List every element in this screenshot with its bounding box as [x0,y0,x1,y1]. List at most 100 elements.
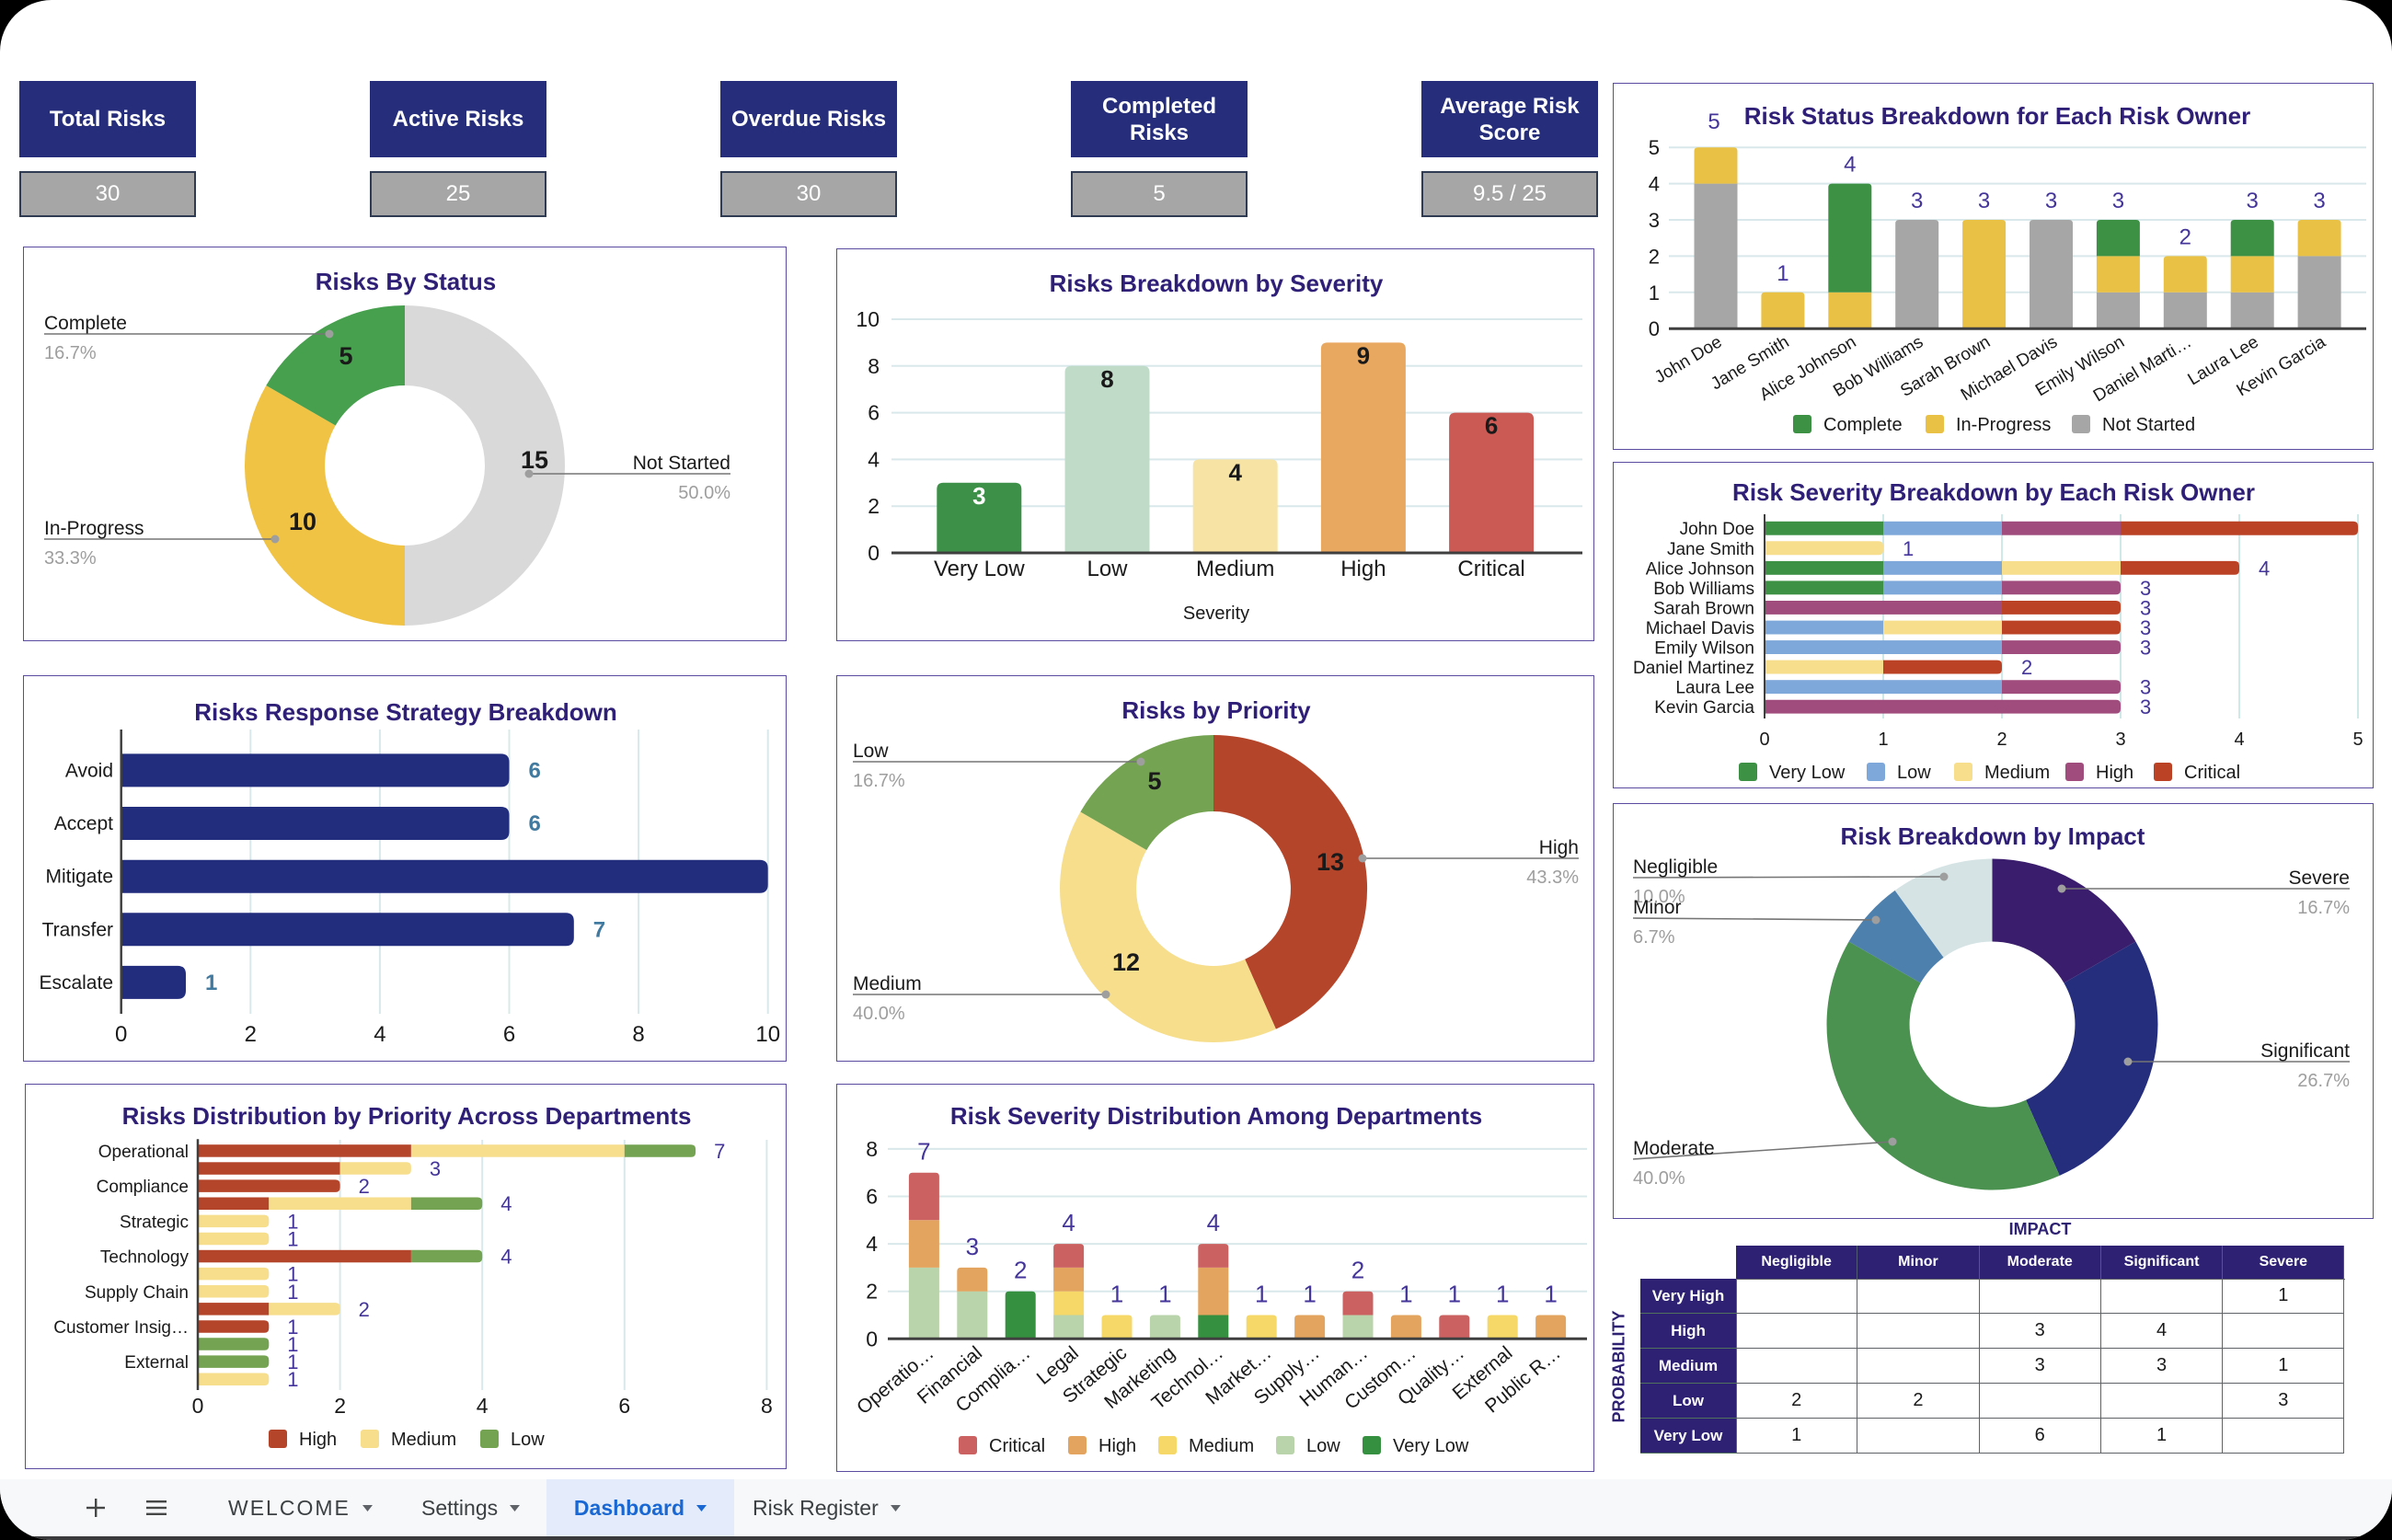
svg-text:Risk Breakdown by Impact: Risk Breakdown by Impact [1841,822,2145,850]
svg-text:Complete: Complete [44,313,127,334]
svg-text:1: 1 [1544,1281,1557,1308]
svg-text:High: High [1340,557,1386,581]
svg-text:3: 3 [966,1233,979,1260]
svg-text:6: 6 [529,758,541,783]
svg-text:12: 12 [1112,948,1140,976]
svg-text:External: External [124,1353,189,1373]
svg-text:3: 3 [2140,616,2151,639]
svg-text:Not Started: Not Started [2102,415,2195,435]
svg-text:8: 8 [1100,365,1113,393]
svg-text:Technology: Technology [100,1248,190,1268]
svg-text:Very Low: Very Low [934,557,1025,581]
svg-text:1: 1 [1777,261,1788,286]
svg-text:Very Low: Very Low [1769,763,1846,783]
svg-text:4: 4 [500,1246,512,1269]
svg-text:Transfer: Transfer [42,919,113,940]
svg-text:High: High [1539,837,1579,858]
svg-text:2: 2 [334,1394,346,1418]
svg-text:8: 8 [868,354,880,378]
svg-text:9: 9 [1357,341,1370,369]
svg-text:3: 3 [2247,189,2259,213]
svg-text:3: 3 [2045,189,2057,213]
svg-text:2: 2 [868,494,880,518]
svg-text:Very Low: Very Low [1393,1436,1469,1456]
svg-text:8: 8 [632,1022,644,1047]
svg-text:6: 6 [866,1185,878,1209]
svg-text:Risks by Priority: Risks by Priority [1121,696,1311,724]
svg-text:Daniel Martinez: Daniel Martinez [1633,659,1754,678]
svg-text:Complete: Complete [1823,415,1903,435]
svg-text:16.7%: 16.7% [44,343,97,363]
svg-text:1: 1 [1303,1281,1316,1308]
svg-text:Not Started: Not Started [633,453,730,474]
svg-text:Avoid: Avoid [65,760,113,781]
svg-text:Laura Lee: Laura Lee [1675,679,1754,698]
svg-text:2: 2 [2179,224,2191,249]
svg-text:0: 0 [866,1327,878,1350]
svg-text:10: 10 [856,307,880,331]
svg-text:7: 7 [593,917,605,942]
svg-text:Emily Wilson: Emily Wilson [1654,639,1754,659]
svg-text:40.0%: 40.0% [853,1004,905,1024]
svg-text:Critical: Critical [1457,557,1524,581]
svg-text:3: 3 [2140,577,2151,600]
svg-text:Supply Chain: Supply Chain [85,1283,189,1303]
svg-text:4: 4 [1207,1209,1220,1236]
svg-text:1: 1 [205,971,217,995]
svg-text:4: 4 [1228,458,1242,486]
svg-text:3: 3 [2140,676,2151,699]
svg-text:1: 1 [1158,1281,1171,1308]
svg-text:13: 13 [1317,848,1344,876]
svg-text:7: 7 [917,1138,930,1166]
svg-text:Low: Low [853,741,889,762]
svg-text:5: 5 [339,342,352,370]
svg-text:2: 2 [1996,730,2007,750]
svg-text:1: 1 [287,1350,298,1373]
svg-text:10: 10 [289,508,316,535]
svg-text:6: 6 [529,811,541,836]
svg-text:Compliance: Compliance [97,1178,189,1197]
svg-text:5: 5 [2352,730,2363,750]
svg-text:Risk Severity Distribution Amo: Risk Severity Distribution Among Departm… [950,1102,1482,1130]
svg-text:High: High [1098,1436,1136,1456]
svg-text:0: 0 [1759,730,1769,750]
svg-text:Kevin Garcia: Kevin Garcia [1654,698,1754,718]
svg-text:6: 6 [503,1022,515,1047]
svg-text:0: 0 [115,1022,127,1047]
svg-text:1: 1 [1878,730,1888,750]
svg-text:26.7%: 26.7% [2297,1071,2350,1091]
svg-text:Customer Insig…: Customer Insig… [53,1318,189,1338]
svg-text:33.3%: 33.3% [44,548,97,569]
svg-text:4: 4 [477,1394,489,1418]
svg-text:In-Progress: In-Progress [44,518,144,539]
svg-text:3: 3 [2115,730,2125,750]
svg-text:Risks By Status: Risks By Status [316,268,497,295]
svg-text:Risks Breakdown by Severity: Risks Breakdown by Severity [1050,270,1384,297]
svg-text:Low: Low [1897,763,1931,783]
svg-text:16.7%: 16.7% [2297,898,2350,918]
svg-text:4: 4 [2234,730,2244,750]
svg-text:40.0%: 40.0% [1633,1168,1685,1189]
svg-text:3: 3 [1649,209,1660,232]
svg-text:Michael Davis: Michael Davis [1646,619,1754,638]
svg-text:2: 2 [2021,656,2032,679]
svg-text:High: High [2096,763,2133,783]
svg-text:Low: Low [1087,557,1128,581]
svg-text:4: 4 [866,1232,878,1256]
svg-text:Risk Severity Breakdown by Eac: Risk Severity Breakdown by Each Risk Own… [1732,478,2255,506]
svg-text:1: 1 [287,1316,298,1339]
svg-text:4: 4 [1649,173,1660,196]
svg-text:Significant: Significant [2260,1040,2350,1062]
svg-text:Jane Smith: Jane Smith [1667,540,1754,559]
svg-text:3: 3 [2140,695,2151,718]
svg-text:3: 3 [1911,189,1923,213]
svg-text:Bob Williams: Bob Williams [1653,580,1754,599]
svg-text:Severe: Severe [2288,868,2350,889]
svg-text:Severity: Severity [1183,603,1249,624]
svg-text:Medium: Medium [391,1430,456,1450]
svg-text:1: 1 [1903,537,1914,560]
svg-text:8: 8 [761,1394,773,1418]
svg-text:3: 3 [2112,189,2124,213]
svg-text:7: 7 [714,1140,725,1163]
svg-text:0: 0 [192,1394,204,1418]
